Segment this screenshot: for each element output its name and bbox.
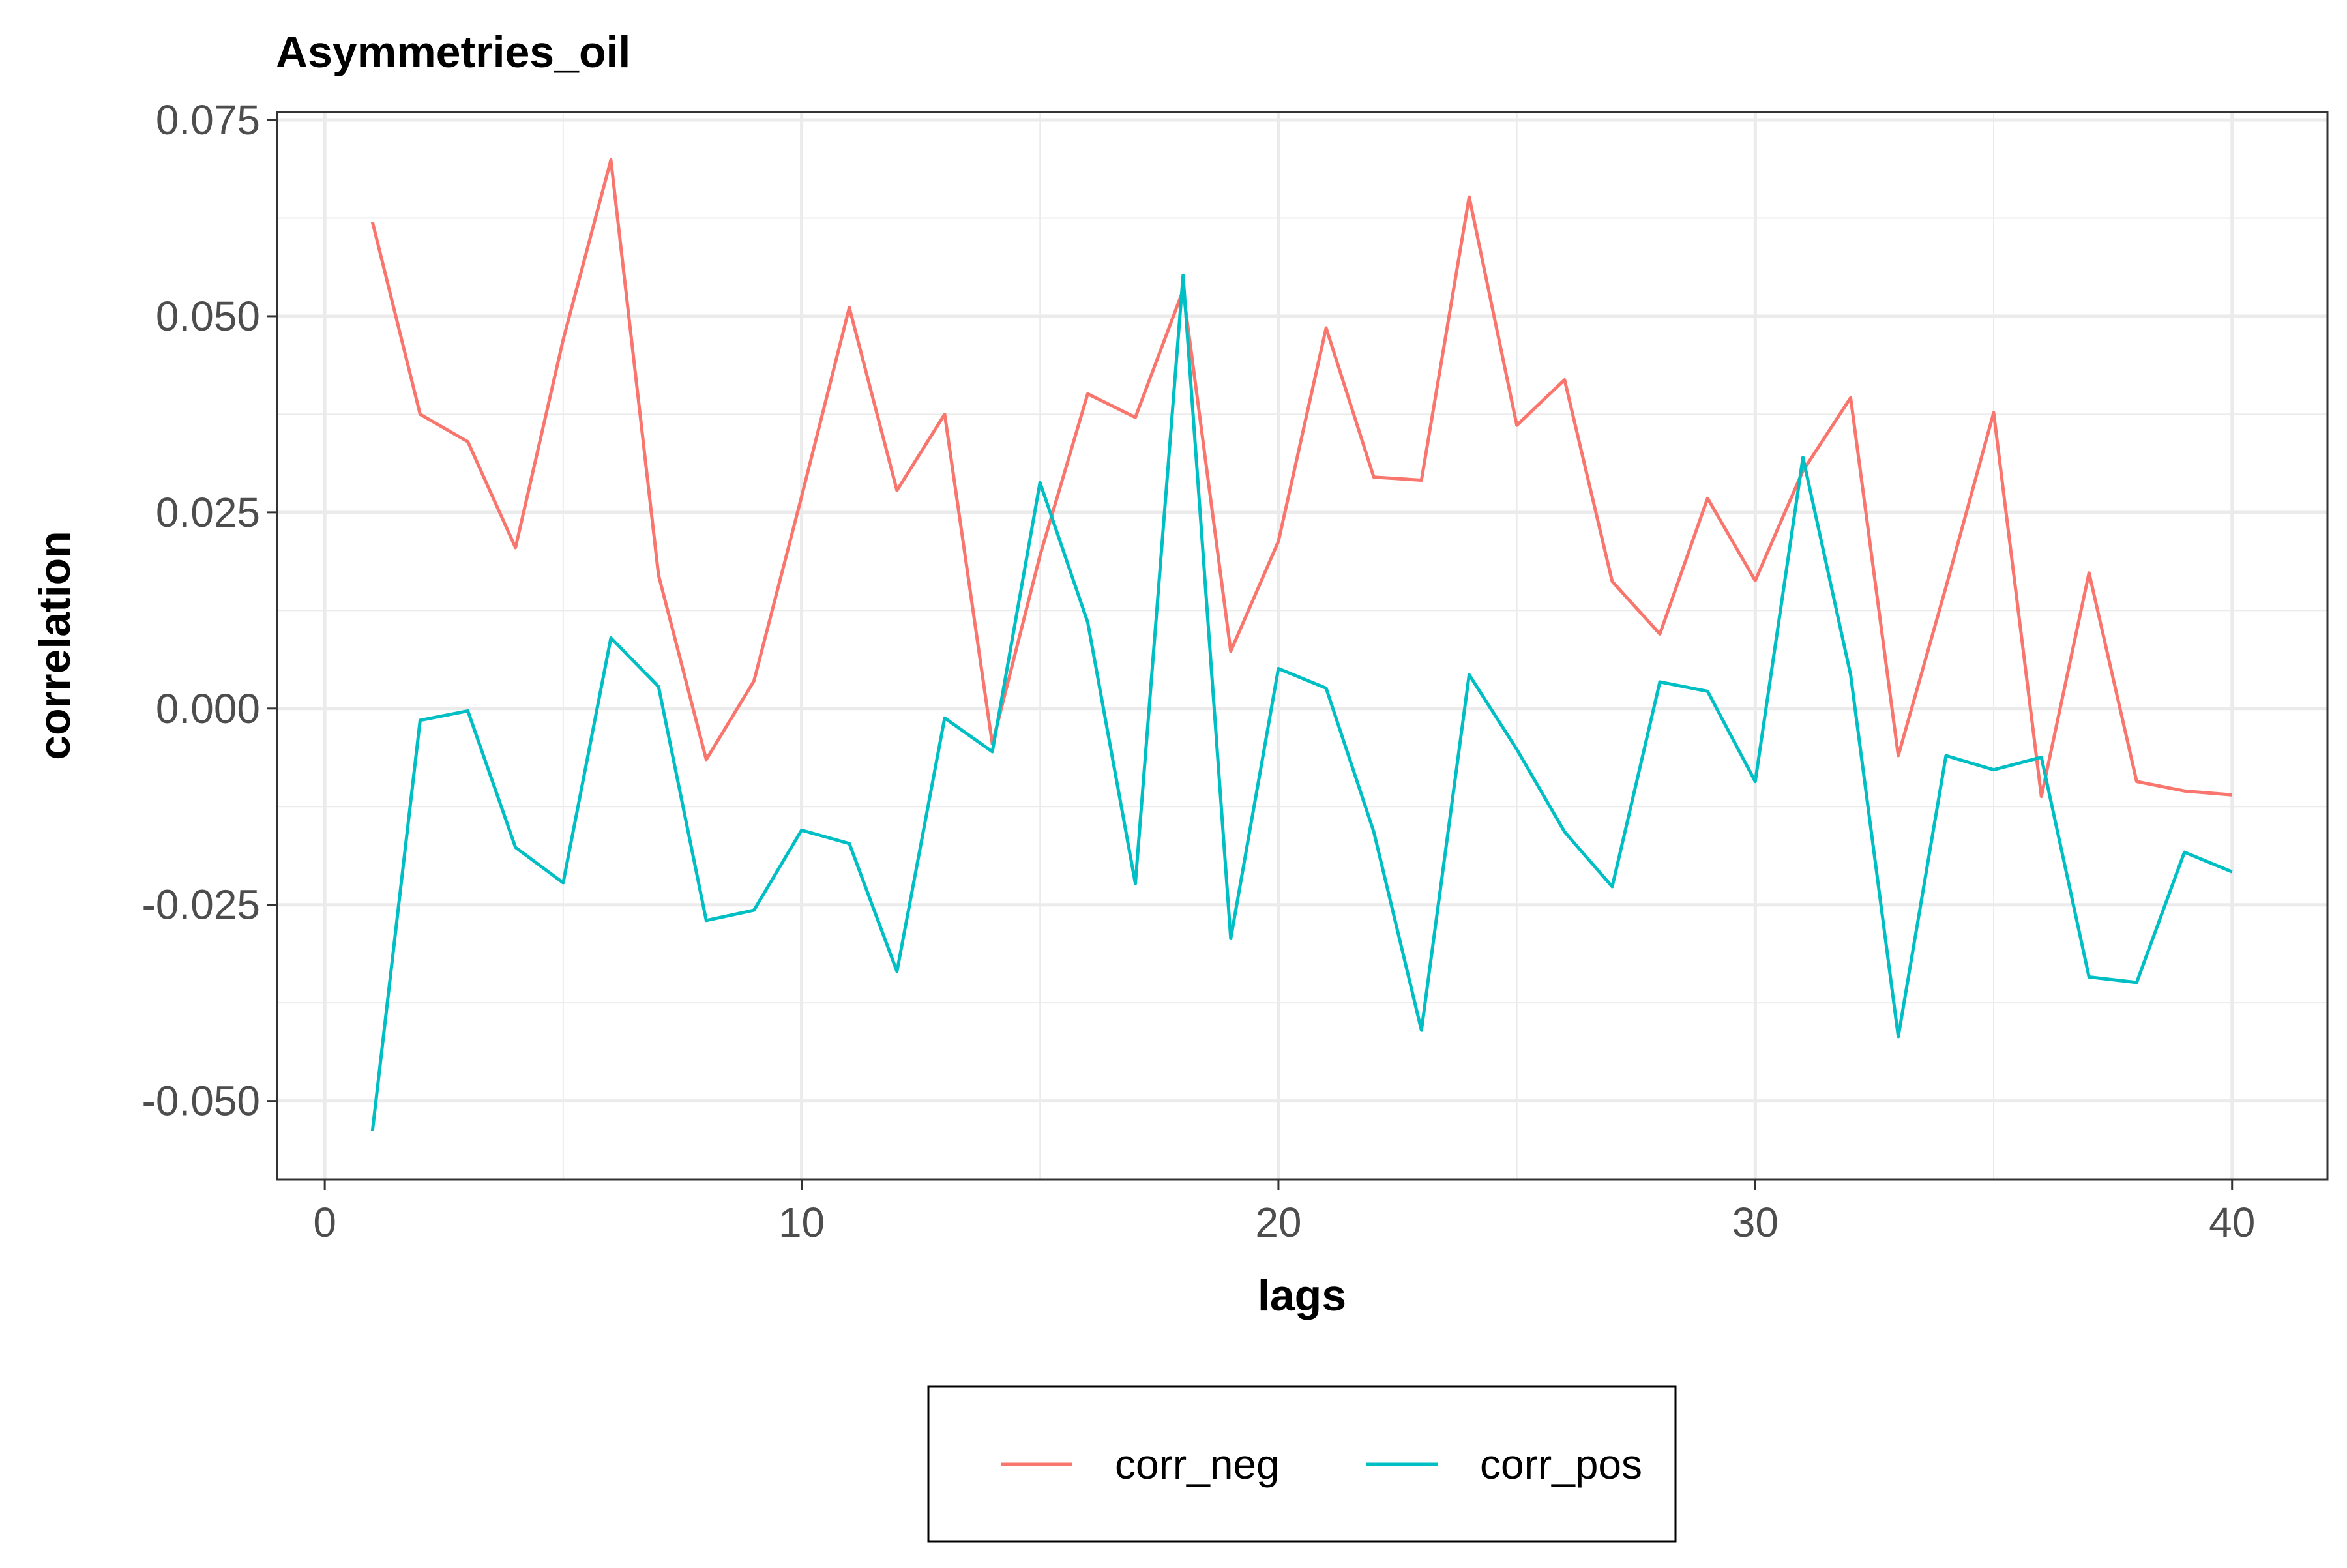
y-axis: -0.050 -0.025 0.000 0.025 0.050 0.075 [142,96,277,1125]
y-tick-label: -0.025 [142,881,260,928]
y-tick-label: -0.050 [142,1078,260,1125]
x-tick-label: 30 [1732,1199,1779,1246]
series-lines [370,158,2233,1131]
major-grid [277,112,2327,1179]
y-tick-label: 0.050 [156,293,260,340]
legend: corr_neg corr_pos [927,1385,1677,1543]
chart-title: Asymmetries_oil [276,27,630,77]
series-line-corr-neg [370,158,2232,799]
x-tick-label: 20 [1255,1199,1301,1246]
x-axis: 0 10 20 30 40 [313,1179,2255,1246]
x-tick-label: 40 [2209,1199,2255,1246]
x-tick-label: 10 [778,1199,825,1246]
legend-label-corr-neg: corr_neg [1115,1441,1280,1488]
plot-panel [277,112,2327,1179]
legend-items: corr_neg corr_pos [1001,1441,1642,1488]
series-line-corr-pos [370,273,2233,1131]
x-tick-label: 0 [313,1199,336,1246]
plot-panel-border [276,111,2329,1181]
y-tick-label: 0.025 [156,489,260,536]
y-tick-label: 0.000 [156,685,260,732]
legend-label-corr-pos: corr_pos [1480,1441,1642,1488]
y-tick-label: 0.075 [156,96,260,143]
y-axis-title: correlation [30,531,80,760]
x-axis-title: lags [1258,1271,1346,1320]
